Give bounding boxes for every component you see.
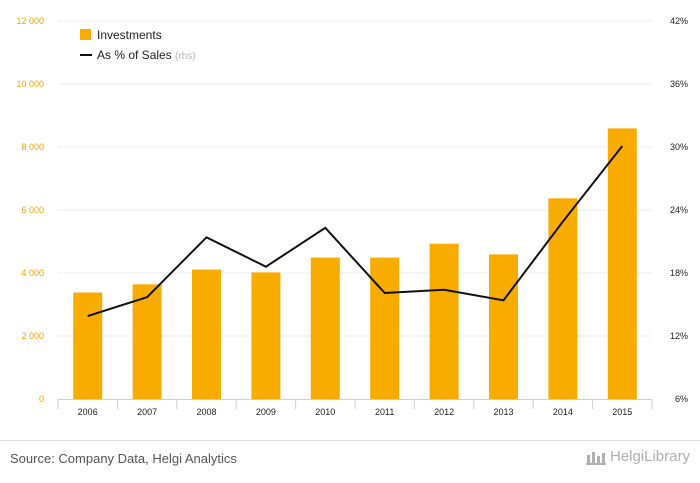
x-tick-label: 2006	[78, 407, 98, 417]
legend-sales-share-label: As % of Sales (rhs)	[97, 48, 196, 62]
x-tick-label: 2010	[315, 407, 335, 417]
chart: 0 6% 2 000 12% 4 000 18% 6 000 24% 8 000 30% 10 00…	[16, 16, 688, 417]
right-tick-label: 36%	[670, 79, 688, 89]
left-tick-label: 12 000	[16, 16, 44, 26]
right-tick-label: 30%	[670, 142, 688, 152]
right-tick-label: 24%	[670, 205, 688, 215]
bar-2010	[310, 257, 340, 399]
bar-2009	[251, 272, 281, 399]
legend-rhs-note: (rhs)	[175, 51, 196, 62]
bar-2015	[607, 128, 637, 400]
left-tick-label: 8 000	[21, 142, 44, 152]
helgi-library-logo[interactable]: HelgiLibrary	[585, 448, 690, 465]
x-tick-label: 2013	[493, 407, 513, 417]
legend-investments-label: Investments	[97, 28, 162, 42]
right-tick-label: 12%	[670, 331, 688, 341]
x-tick-label: 2011	[375, 407, 394, 417]
bar-2007	[132, 284, 162, 399]
bar-2011	[370, 257, 400, 399]
x-tick-label: 2009	[256, 407, 276, 417]
left-tick-label: 0	[39, 394, 44, 404]
right-tick-label: 18%	[670, 268, 688, 278]
left-tick-label: 6 000	[21, 205, 44, 215]
x-tick-label: 2007	[137, 407, 157, 417]
left-tick-label: 2 000	[21, 331, 44, 341]
right-tick-label: 6%	[675, 394, 688, 404]
right-tick-label: 42%	[670, 16, 688, 26]
left-tick-label: 4 000	[21, 268, 44, 278]
library-icon	[585, 451, 606, 465]
x-tick-label: 2012	[434, 407, 454, 417]
x-tick-label: 2008	[196, 407, 216, 417]
bar-2014	[548, 198, 578, 399]
footer-divider	[0, 440, 700, 441]
x-tick-label: 2014	[553, 407, 573, 417]
bar-2006	[73, 292, 103, 399]
bar-2013	[489, 254, 518, 399]
legend-bar-swatch	[80, 29, 91, 40]
sales-share-line	[87, 145, 624, 318]
bar-2012	[429, 243, 459, 399]
x-tick-label: 2015	[612, 407, 632, 417]
bar-2008	[192, 269, 221, 399]
source-note: Source: Company Data, Helgi Analytics	[10, 451, 237, 466]
left-tick-label: 10 000	[16, 79, 44, 89]
logo-text: HelgiLibrary	[609, 448, 690, 465]
